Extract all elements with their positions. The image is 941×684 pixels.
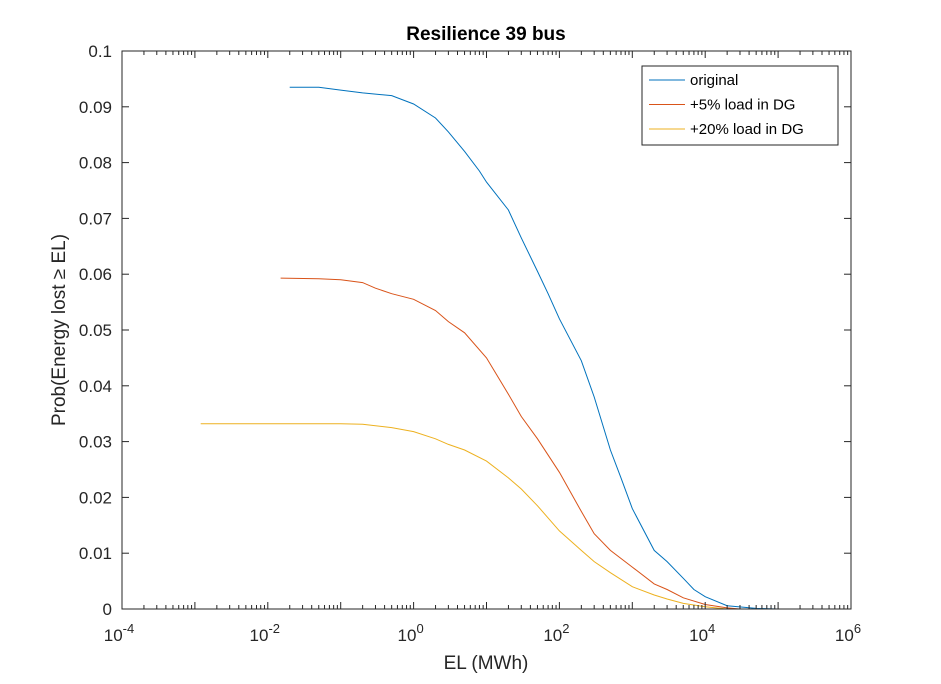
- x-tick-exponent: 4: [708, 621, 715, 636]
- x-tick-exponent: 6: [854, 621, 861, 636]
- series-line-1: [289, 86, 779, 610]
- x-axis-label: EL (MWh): [444, 653, 529, 674]
- legend-box: [641, 65, 839, 146]
- y-tick-label: 0.02: [79, 488, 112, 507]
- y-tick-label: 0.07: [79, 209, 112, 228]
- legend-label-3: +20% load in DG: [690, 121, 804, 138]
- series-line-3: [200, 423, 728, 610]
- x-tick-label: 102: [543, 621, 569, 645]
- x-tick-exponent: -4: [123, 621, 135, 636]
- x-tick-label: 10-4: [104, 621, 134, 645]
- x-tick-exponent: -2: [268, 621, 280, 636]
- chart-title: Resilience 39 bus: [406, 24, 565, 45]
- legend: original +5% load in DG +20% load in DG: [641, 65, 839, 146]
- x-tick-exponent: 2: [562, 621, 569, 636]
- y-tick-label: 0.09: [79, 98, 112, 117]
- y-tick-label: 0.03: [79, 433, 112, 452]
- legend-label-1: original: [690, 72, 738, 89]
- y-tick-label: 0.04: [79, 377, 112, 396]
- legend-entries: original +5% load in DG +20% load in DG: [649, 72, 804, 138]
- x-tick-base: 10: [104, 626, 123, 645]
- x-tick-labels: 10-4 10-2 100 102 104 106: [104, 621, 861, 645]
- y-tick-label: 0.06: [79, 265, 112, 284]
- x-tick-base: 10: [689, 626, 708, 645]
- y-tick-label: 0: [103, 600, 112, 619]
- x-tick-exponent: 0: [416, 621, 423, 636]
- series-line-2: [280, 277, 741, 610]
- y-axis-label: Prob(Energy lost ≥ EL): [49, 234, 70, 426]
- x-tick-base: 10: [398, 626, 417, 645]
- x-tick-base: 10: [835, 626, 854, 645]
- series-layer: [200, 86, 779, 610]
- x-tick-label: 100: [398, 621, 424, 645]
- minor-ticks: [143, 51, 849, 609]
- y-tick-label: 0.1: [88, 42, 112, 61]
- x-tick-label: 104: [689, 621, 715, 645]
- x-tick-label: 10-2: [250, 621, 280, 645]
- x-tick-label: 106: [835, 621, 861, 645]
- y-tick-label: 0.01: [79, 544, 112, 563]
- y-tick-labels: 0 0.01 0.02 0.03 0.04 0.05 0.06 0.07 0.08 0.09 0.1: [79, 42, 112, 619]
- plot-area-frame: [121, 50, 852, 610]
- x-tick-base: 10: [250, 626, 269, 645]
- y-tick-label: 0.08: [79, 154, 112, 173]
- x-tick-base: 10: [543, 626, 562, 645]
- y-tick-label: 0.05: [79, 321, 112, 340]
- legend-label-2: +5% load in DG: [690, 97, 795, 114]
